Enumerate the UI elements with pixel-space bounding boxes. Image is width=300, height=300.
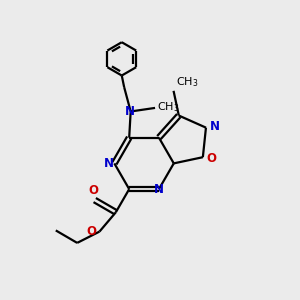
Text: N: N: [209, 120, 220, 133]
Text: N: N: [154, 183, 164, 196]
Text: O: O: [86, 225, 96, 238]
Text: N: N: [104, 157, 114, 170]
Text: CH$_3$: CH$_3$: [157, 100, 180, 114]
Text: O: O: [206, 152, 216, 165]
Text: CH$_3$: CH$_3$: [176, 76, 198, 89]
Text: N: N: [125, 105, 135, 118]
Text: O: O: [88, 184, 98, 197]
